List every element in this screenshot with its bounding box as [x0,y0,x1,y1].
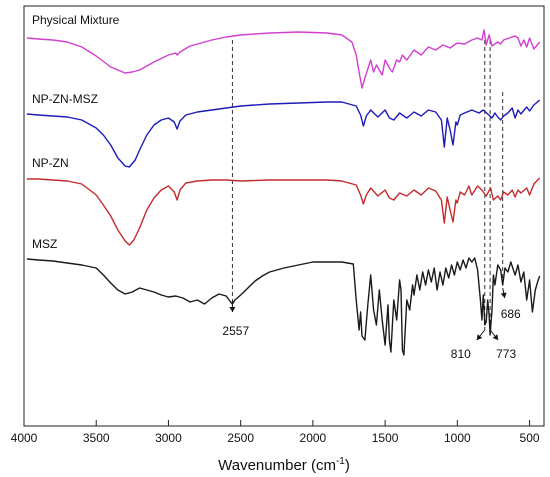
series-line-np-zn [26,177,541,246]
annotation-arrowhead-810 [476,334,483,340]
annotation-label-686: 686 [501,307,521,321]
peak-annotations: 2557 810 773 686 [222,287,521,361]
series-label-physical-mixture: Physical Mixture [32,13,120,27]
annotation-label-810: 810 [451,347,471,361]
x-tick-label: 1500 [372,431,399,445]
x-tick-label: 2000 [300,431,327,445]
annotation-arrowhead-773 [492,334,499,340]
annotation-arrowhead-686 [500,292,507,298]
x-tick-label: 500 [520,431,540,445]
series-line-np-zn-msz [26,99,541,168]
series-line-physical-mixture [26,29,541,89]
annotation-label-773: 773 [496,347,516,361]
series-line-msz [26,257,541,356]
x-tick-label: 3500 [83,431,110,445]
series-labels: Physical Mixture NP-ZN-MSZ NP-ZN MSZ [32,13,120,251]
x-axis-title: Wavenumber (cm-1) [218,456,350,474]
annotation-arrowhead-2557 [229,307,236,312]
annotation-label-2557: 2557 [222,324,249,338]
annotation-guides [231,40,504,330]
series-label-np-zn-msz: NP-ZN-MSZ [32,92,98,106]
x-tick-label: 2500 [227,431,254,445]
x-tick-label: 4000 [11,431,38,445]
spectra [26,29,541,356]
x-axis-ticks: 4000 3500 3000 2500 2000 1500 1000 500 [11,420,540,445]
series-label-msz: MSZ [32,237,57,251]
x-tick-label: 3000 [155,431,182,445]
x-tick-label: 1000 [444,431,471,445]
series-label-np-zn: NP-ZN [32,156,69,170]
plot-frame [23,5,545,427]
